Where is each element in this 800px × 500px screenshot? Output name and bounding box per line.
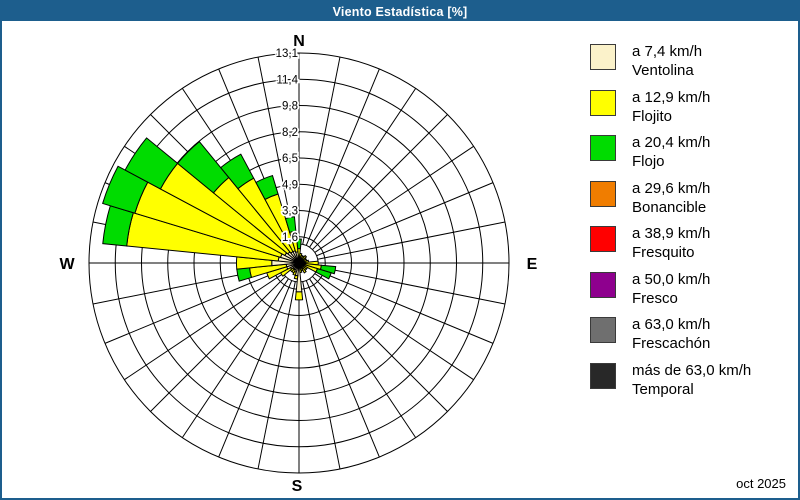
legend-item-ventolina: a 7,4 km/h Ventolina [590, 43, 795, 90]
legend-item-frescachon: a 63,0 km/h Frescachón [590, 316, 795, 363]
legend-item-flojito: a 12,9 km/h Flojito [590, 88, 795, 136]
legend-speed-label: a 29,6 km/h [632, 179, 711, 197]
legend-speed-label: a 50,0 km/h [632, 270, 711, 288]
wind-bar-segment [102, 165, 149, 214]
legend-swatch-fresquito [590, 226, 616, 252]
wind-bar-segment [292, 270, 297, 276]
legend-item-bonancible: a 29,6 km/h Bonancible [590, 179, 795, 227]
legend-name-label: Fresco [632, 289, 678, 307]
legend-speed-label: a 12,9 km/h [632, 88, 711, 106]
svg-text:8,2: 8,2 [282, 127, 298, 139]
legend-swatch-fresco [590, 271, 616, 298]
svg-text:13,1: 13,1 [276, 48, 298, 60]
wind-rose-chart: 1,6 3,3 4,9 6,5 8,2 9,8 11,4 13,1N S W E [59, 33, 537, 495]
wind-bar-segment [301, 267, 307, 274]
wind-bar-segment [284, 216, 297, 233]
legend-swatch-temporal [590, 362, 616, 389]
wind-bar-segment [299, 252, 303, 258]
wind-bar-segment [319, 264, 337, 275]
legend-name-label: Fresquito [632, 244, 695, 261]
legend-name-label: Temporal [632, 380, 694, 398]
polar-grid [88, 52, 510, 474]
compass-label-west: W [59, 256, 75, 273]
legend-name-label: Bonancible [632, 198, 707, 216]
period-label: oct 2025 [736, 476, 786, 491]
legend-speed-label: a 7,4 km/h [632, 43, 703, 60]
compass-label-east: E [527, 256, 538, 273]
legend-speed-label: a 38,9 km/h [632, 225, 711, 242]
wind-bar-segment [176, 140, 230, 194]
window-titlebar: Viento Estadística [%] [2, 2, 798, 21]
legend-name-label: Flojito [632, 107, 673, 125]
legend-item-flojo: a 20,4 km/h Flojo [590, 134, 795, 181]
wind-bar-segment [293, 274, 299, 280]
wind-bar-segment [301, 254, 308, 261]
legend-speed-label: a 63,0 km/h [632, 316, 711, 333]
compass-label-north: N [293, 33, 305, 50]
svg-text:4,9: 4,9 [282, 179, 298, 191]
window-title: Viento Estadística [%] [332, 4, 468, 19]
legend-name-label: Ventolina [632, 62, 694, 79]
svg-text:9,8: 9,8 [282, 101, 298, 113]
legend-swatch-flojito [590, 89, 616, 116]
legend-name-label: Frescachón [632, 335, 711, 352]
legend-swatch-flojo [590, 135, 616, 161]
svg-text:6,5: 6,5 [282, 153, 298, 165]
wind-direction-bars [102, 137, 337, 301]
wind-speed-legend: a 7,4 km/h Ventolina a 12,9 km/h Flojito… [590, 43, 795, 409]
svg-text:3,3: 3,3 [282, 206, 298, 218]
compass-label-south: S [292, 478, 303, 495]
legend-speed-label: a 20,4 km/h [632, 134, 711, 151]
wind-bar-segment [124, 137, 179, 190]
legend-swatch-ventolina [590, 44, 616, 70]
svg-text:1,6: 1,6 [282, 232, 298, 244]
legend-swatch-bonancible [590, 180, 616, 207]
compass-labels: N S W E [59, 33, 537, 495]
legend-speed-label: más de 63,0 km/h [632, 361, 752, 379]
wind-bar-segment [294, 291, 304, 301]
legend-item-temporal: más de 63,0 km/h Temporal [590, 361, 795, 409]
wind-bar-segment [255, 174, 279, 201]
legend-name-label: Flojo [632, 153, 665, 170]
legend-item-fresco: a 50,0 km/h Fresco [590, 270, 795, 318]
legend-swatch-frescachon [590, 317, 616, 343]
legend-item-fresquito: a 38,9 km/h Fresquito [590, 225, 795, 272]
wind-bar-segment [219, 153, 255, 190]
svg-text:11,4: 11,4 [276, 74, 298, 86]
wind-bar-segment [315, 267, 332, 280]
radial-axis-labels: 1,6 3,3 4,9 6,5 8,2 9,8 11,4 13,1 [274, 46, 300, 245]
